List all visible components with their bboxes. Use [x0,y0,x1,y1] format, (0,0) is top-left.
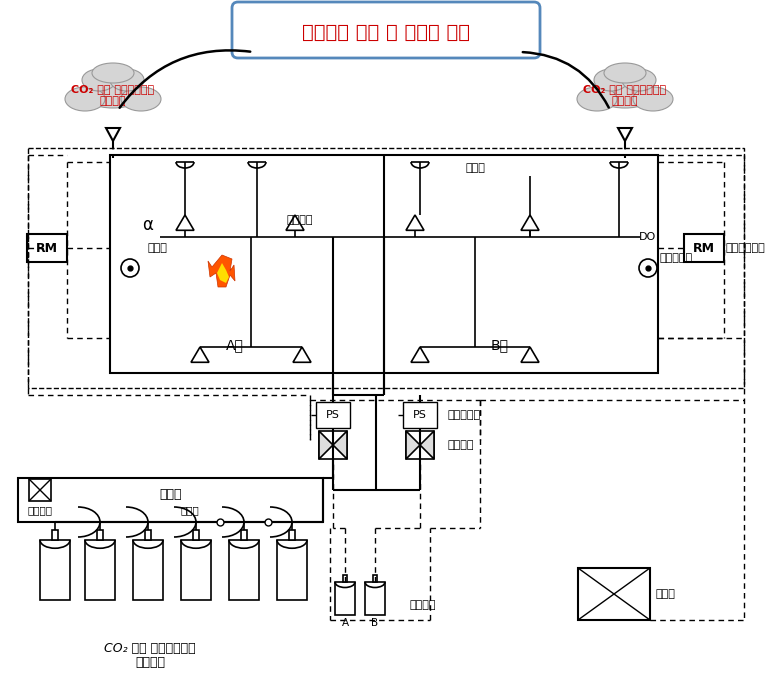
Bar [406,431,434,459]
Text: RM: RM [693,242,715,254]
Bar [18,478,323,522]
Text: 연결관: 연결관 [181,505,199,515]
Ellipse shape [82,78,144,108]
Polygon shape [293,347,311,362]
Ellipse shape [622,69,656,91]
Bar [241,530,247,540]
Bar [27,234,67,262]
Text: 선택밸브: 선택밸브 [448,440,475,450]
Text: 방출표시등: 방출표시등 [660,253,693,263]
Text: 제어반: 제어반 [655,589,675,599]
Text: 안전밸브: 안전밸브 [28,505,52,515]
FancyBboxPatch shape [232,2,540,58]
Ellipse shape [82,69,116,91]
Text: RM: RM [36,242,58,254]
Text: α: α [143,216,154,234]
Bar [40,540,70,600]
Ellipse shape [65,87,105,111]
Polygon shape [406,431,420,459]
Text: CO₂ 또는 할로겐화합물
대기방출: CO₂ 또는 할로겐화합물 대기방출 [72,85,154,106]
Polygon shape [521,215,539,230]
Text: CO₂ 또는 할로겐화합물
대기방출: CO₂ 또는 할로겐화합물 대기방출 [584,85,666,106]
Text: 분사헤드: 분사헤드 [286,215,313,225]
Circle shape [121,259,139,277]
Text: CO₂ 또는 할로겐화합물: CO₂ 또는 할로겐화합물 [104,642,196,655]
Text: PS: PS [413,410,427,420]
Text: B실: B실 [491,338,509,352]
Bar [110,155,658,373]
Text: A실: A실 [226,338,244,352]
Text: PS: PS [326,410,340,420]
Polygon shape [618,128,632,141]
Polygon shape [521,347,539,362]
Ellipse shape [577,87,617,111]
Polygon shape [411,347,429,362]
Polygon shape [191,347,209,362]
Bar [229,540,259,600]
Bar [52,530,58,540]
Ellipse shape [92,63,134,83]
Bar [319,431,347,459]
Polygon shape [217,263,229,283]
Ellipse shape [604,63,646,83]
Text: 기동용기: 기동용기 [410,600,436,610]
Text: 압력스위치: 압력스위치 [448,410,481,420]
Polygon shape [406,215,424,230]
Bar [145,530,151,540]
Polygon shape [286,215,304,230]
Text: 수동기동장치: 수동기동장치 [725,243,765,253]
Polygon shape [333,431,347,459]
Bar [29,479,51,501]
Ellipse shape [110,69,144,91]
Bar [193,530,199,540]
Bar [316,402,350,428]
Text: 집합관: 집합관 [159,488,181,501]
Bar [365,582,385,615]
Bar [578,568,650,620]
Ellipse shape [633,87,673,111]
Bar [289,530,295,540]
Bar [684,234,724,262]
Bar [133,540,163,600]
Bar [335,582,355,615]
Text: 감지기: 감지기 [465,163,485,173]
Bar [85,540,115,600]
Bar [181,540,211,600]
Polygon shape [208,255,235,287]
Bar [403,402,437,428]
Text: A: A [341,618,349,628]
Ellipse shape [594,69,628,91]
Text: DO: DO [639,232,657,242]
Polygon shape [319,431,333,459]
Text: 온실가스 배출 및 오존층 파괴: 온실가스 배출 및 오존층 파괴 [302,23,470,41]
Ellipse shape [121,87,161,111]
Polygon shape [420,431,434,459]
Polygon shape [176,215,194,230]
Circle shape [639,259,657,277]
Bar [97,530,103,540]
Text: B: B [371,618,378,628]
Text: 사이렌: 사이렌 [148,243,168,253]
Bar [277,540,307,600]
Text: 저장용기: 저장용기 [135,657,165,670]
Bar [343,575,347,582]
Ellipse shape [594,78,656,108]
Polygon shape [106,128,120,141]
Bar [373,575,377,582]
Bar [28,148,744,388]
